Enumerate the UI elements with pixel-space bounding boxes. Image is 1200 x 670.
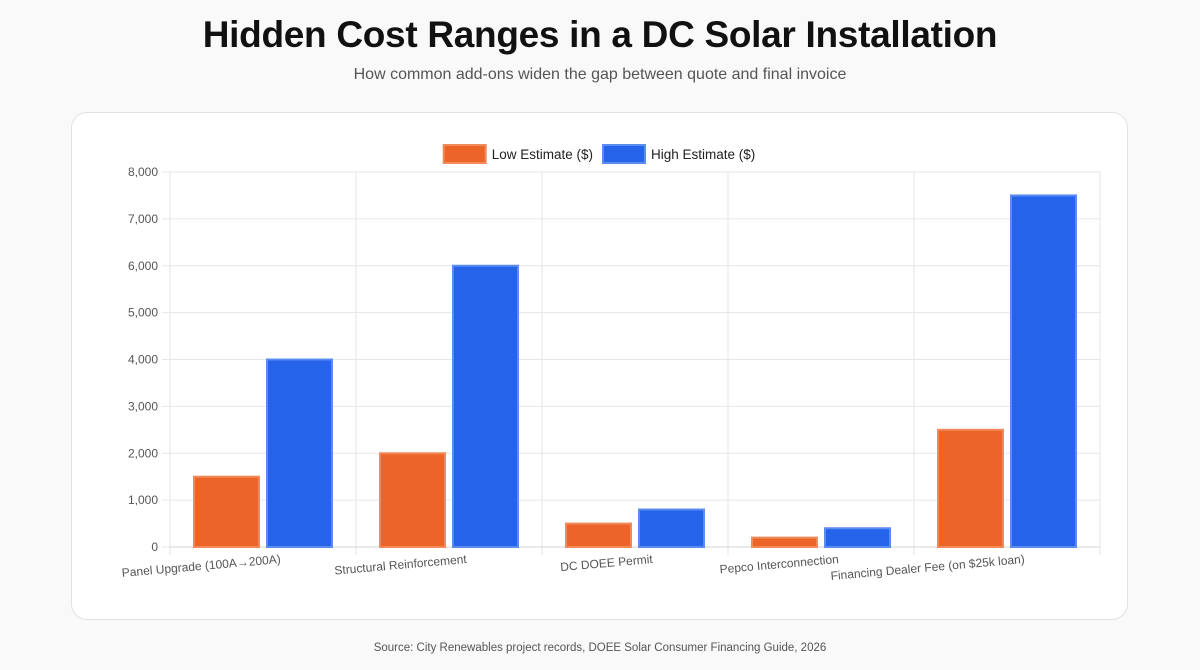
bar-high-estimate <box>638 508 705 548</box>
y-tick-label: 5,000 <box>128 306 158 320</box>
source-note: Source: City Renewables project records,… <box>373 642 827 654</box>
bar-high-estimate <box>452 264 519 548</box>
legend-swatch-high <box>602 144 646 164</box>
bar-high-estimate <box>266 358 333 548</box>
y-axis: 0 1,000 2,000 3,000 4,000 5,000 6,000 7,000 8,00… <box>128 165 158 554</box>
legend: Low Estimate ($) High Estimate ($) <box>442 144 755 164</box>
bar-low-estimate <box>379 452 446 548</box>
bar-high-estimate <box>1010 194 1077 548</box>
x-tick-label: Financing Dealer Fee (on $25k loan) <box>830 552 1025 583</box>
y-tick-label: 4,000 <box>128 353 158 367</box>
bar-high-estimate <box>824 527 891 548</box>
y-tick-label: 1,000 <box>128 493 158 507</box>
chart-title: Hidden Cost Ranges in a DC Solar Install… <box>202 14 998 55</box>
chart-subtitle: How common add-ons widen the gap between… <box>353 66 847 83</box>
bar-chart: Low Estimate ($) High Estimate ($) 0 1,000… <box>121 144 1101 583</box>
y-tick-label: 0 <box>151 540 158 554</box>
bar-low-estimate <box>937 428 1004 548</box>
legend-label-low: Low Estimate ($) <box>492 147 593 162</box>
y-tick-label: 6,000 <box>128 259 158 273</box>
y-tick-label: 8,000 <box>128 165 158 179</box>
chart-card: Low Estimate ($) High Estimate ($) 0 1,000… <box>71 112 1128 620</box>
legend-swatch-low <box>442 144 487 164</box>
x-tick-label: Structural Reinforcement <box>334 552 468 578</box>
legend-label-high: High Estimate ($) <box>651 147 755 162</box>
bar-low-estimate <box>193 475 260 548</box>
x-tick-label: Pepco Interconnection <box>719 552 839 576</box>
bar-low-estimate <box>751 536 818 548</box>
y-tick-label: 2,000 <box>128 446 158 460</box>
x-tick-label: Panel Upgrade (100A→200A) <box>121 552 281 580</box>
bar-low-estimate <box>565 522 632 548</box>
bars <box>193 194 1077 548</box>
y-tick-label: 7,000 <box>128 212 158 226</box>
x-axis: Panel Upgrade (100A→200A) Structural Rein… <box>121 552 1025 583</box>
y-tick-label: 3,000 <box>128 399 158 413</box>
x-tick-label: DC DOEE Permit <box>560 552 654 574</box>
